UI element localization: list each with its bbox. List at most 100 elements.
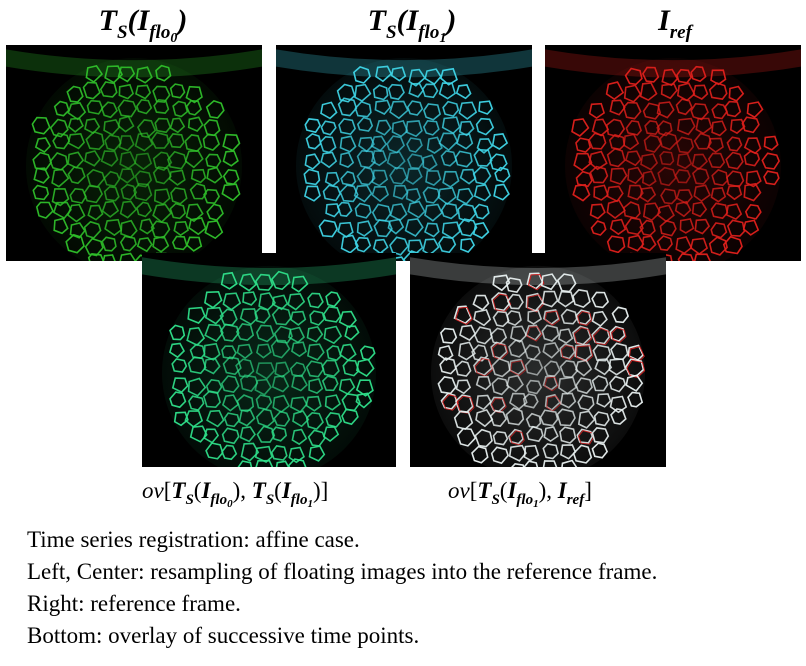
cell-outline xyxy=(609,99,626,116)
cell-outline xyxy=(206,203,224,222)
cell-outline xyxy=(100,150,119,167)
cell-outline xyxy=(204,290,223,309)
cell-outline xyxy=(492,430,509,446)
cell-outline xyxy=(691,167,710,185)
cell-outline xyxy=(489,410,508,427)
cell-outline xyxy=(591,374,609,392)
cell-outline xyxy=(742,219,760,236)
cell-outline xyxy=(641,66,660,83)
cell-outline xyxy=(290,396,308,413)
cell-outline xyxy=(541,324,560,342)
cell-outline xyxy=(136,201,153,218)
cell-outline xyxy=(611,327,627,343)
cell-outline xyxy=(424,68,442,86)
cell-outline xyxy=(291,341,307,358)
cell-outline xyxy=(591,326,611,345)
cell-outline xyxy=(404,218,424,238)
cell-outline xyxy=(287,458,307,467)
cell-outline xyxy=(676,82,696,102)
cell-outline xyxy=(441,116,461,135)
cell-outline xyxy=(256,425,276,443)
cell-outline xyxy=(405,120,423,138)
cell-outline xyxy=(154,117,172,134)
cell-outline xyxy=(660,83,678,100)
cell-outline xyxy=(711,168,729,187)
cell-outline xyxy=(438,132,459,152)
cell-outline xyxy=(170,187,188,205)
cell-outline xyxy=(421,83,439,99)
cell-outline xyxy=(494,166,511,183)
cell-outline xyxy=(592,327,612,346)
cell-outline xyxy=(659,131,678,151)
cell-outline xyxy=(136,237,153,253)
cell-outline xyxy=(624,67,643,86)
cell-outline xyxy=(118,135,135,152)
cell-outline xyxy=(354,236,372,253)
cell-outline xyxy=(611,306,629,324)
cell-outline xyxy=(475,375,492,391)
cell-outline xyxy=(493,183,510,201)
cell-outline xyxy=(591,427,610,444)
cell-outline xyxy=(271,426,288,442)
cell-outline xyxy=(83,220,102,239)
cell-outline xyxy=(169,117,186,134)
cell-outline xyxy=(117,115,135,133)
cell-outline xyxy=(542,460,558,467)
cell-outline xyxy=(677,117,696,136)
cell-outline xyxy=(52,132,71,150)
cell-outline xyxy=(320,151,338,169)
cell-outline xyxy=(544,376,559,392)
cell-outline xyxy=(34,137,52,154)
cell-outline xyxy=(67,166,86,185)
cell-outline xyxy=(695,117,713,135)
cell-outline xyxy=(540,273,558,291)
cell-outline xyxy=(119,200,138,219)
cell-outline xyxy=(49,118,69,138)
cell-outline xyxy=(303,185,321,202)
cell-outline xyxy=(506,374,524,393)
cell-outline xyxy=(728,85,745,102)
cell-outline xyxy=(608,358,627,376)
cell-outline xyxy=(318,219,338,238)
cell-outline xyxy=(167,150,187,170)
cell-outline xyxy=(473,356,493,376)
cell-outline xyxy=(623,133,640,151)
cell-outline xyxy=(203,357,221,375)
cell-outline xyxy=(473,203,490,220)
cell-outline xyxy=(575,345,594,363)
cell-outline xyxy=(458,341,476,361)
cell-outline xyxy=(389,203,408,222)
cell-outline xyxy=(711,103,728,120)
caption-line: Right: reference frame. xyxy=(27,591,241,616)
label-ts-iflo0: TS(Iflo0) xyxy=(98,4,188,46)
tissue-disc xyxy=(431,265,645,467)
cell-outline xyxy=(693,184,711,202)
cell-outline xyxy=(437,376,457,395)
cell-outline xyxy=(623,84,642,103)
cell-outline xyxy=(133,182,153,202)
cell-outline xyxy=(691,201,708,218)
cell-outline xyxy=(392,184,409,200)
cell-outline xyxy=(354,202,372,219)
cell-outline xyxy=(221,444,238,461)
cell-outline xyxy=(203,188,221,205)
cell-outline xyxy=(324,171,340,187)
cell-outline xyxy=(577,310,593,326)
cell-outline xyxy=(743,150,761,167)
cell-outline xyxy=(35,201,54,219)
cell-outline xyxy=(405,168,423,185)
cell-outline xyxy=(763,135,779,151)
cell-outline xyxy=(744,203,762,220)
cell-outline xyxy=(389,166,408,185)
cell-outline xyxy=(591,310,608,327)
cell-outline xyxy=(222,292,242,311)
cell-outline xyxy=(134,170,153,188)
cell-outline xyxy=(690,65,707,83)
cell-outline xyxy=(254,273,274,291)
panel-green-floating-0 xyxy=(6,45,262,261)
cell-outline xyxy=(588,132,607,150)
cell-outline xyxy=(526,379,543,395)
cell-outline xyxy=(337,97,358,117)
cell-outline xyxy=(171,235,188,251)
cell-outline xyxy=(275,460,290,467)
